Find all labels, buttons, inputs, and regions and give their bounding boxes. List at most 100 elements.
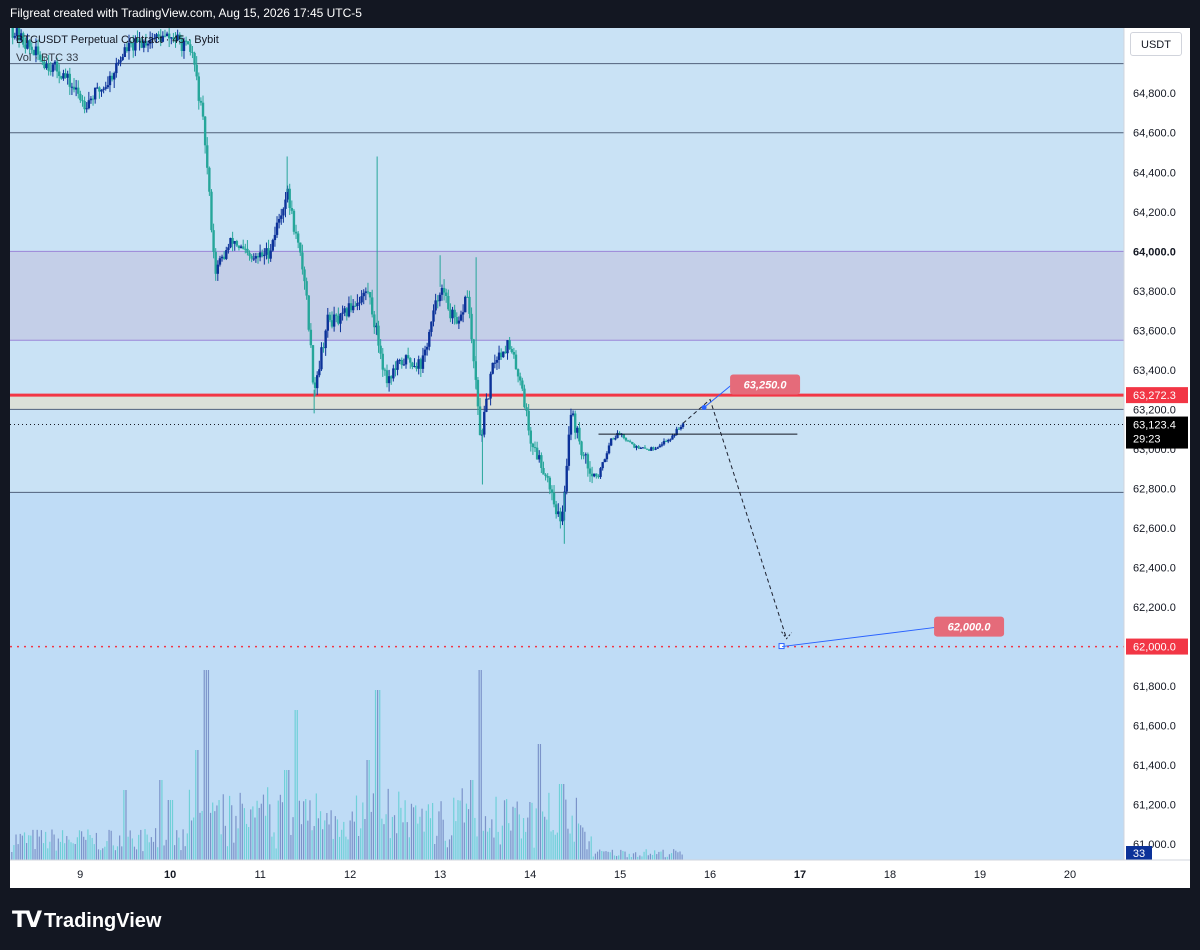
candle-body: [679, 426, 683, 430]
candle-body: [631, 442, 634, 444]
candle-body: [432, 310, 435, 322]
candle-body: [62, 73, 65, 79]
candle-body: [187, 41, 190, 45]
candle-body: [565, 465, 568, 492]
candle-body: [601, 462, 604, 469]
tradingview-logo[interactable]: TV TradingView: [12, 908, 162, 933]
candle-body: [664, 441, 668, 443]
candle-body: [529, 430, 532, 444]
candle-body: [485, 398, 488, 412]
candle-body: [282, 208, 285, 216]
volume-legend[interactable]: Vol · BTC 33: [16, 52, 79, 64]
candle-body: [19, 33, 23, 41]
candle-body: [504, 351, 507, 354]
candle-body: [267, 248, 270, 259]
candle-body: [633, 443, 636, 448]
candle-body: [527, 410, 530, 431]
candle-body: [290, 208, 294, 211]
candle-body: [387, 376, 391, 384]
attribution-text: Filgreat created with TradingView.com, A…: [10, 6, 362, 20]
candle-body: [423, 349, 427, 356]
chart-area[interactable]: 63,250.0 62,000.0 64,800.0 64,600.0 64,400.0…: [10, 28, 1190, 888]
candle-body: [102, 88, 105, 90]
candle-body: [381, 353, 384, 370]
candle-body: [235, 240, 239, 246]
candle-body: [303, 269, 306, 282]
price-tick-label: 62,800.0: [1133, 483, 1176, 495]
candle-body: [218, 258, 222, 265]
countdown-text: 29:23: [1133, 434, 1161, 446]
candle-body: [643, 447, 647, 449]
candle-body: [347, 303, 351, 317]
candle-body: [656, 447, 659, 449]
date-tick-label: 17: [794, 869, 806, 881]
candle-body: [115, 63, 118, 74]
candle-body: [339, 313, 342, 324]
candle-body: [191, 51, 194, 53]
candle-body: [554, 504, 558, 515]
candle-body: [11, 28, 14, 38]
candle-body: [123, 47, 126, 57]
candle-body: [440, 287, 444, 295]
candle-body: [559, 511, 562, 522]
candle-body: [178, 34, 181, 40]
candle-body: [296, 233, 300, 243]
symbol-legend[interactable]: BTCUSDT Perpetual Contract · 45 · Bybit: [16, 34, 219, 46]
candle-body: [43, 61, 46, 69]
candle-body: [493, 362, 497, 364]
candle-body: [461, 312, 465, 315]
candle-body: [673, 434, 676, 436]
candle-body: [286, 188, 289, 200]
candle-body: [87, 100, 91, 109]
price-tick-label: 62,600.0: [1133, 523, 1176, 535]
candle-body: [495, 359, 499, 363]
candle-body: [351, 305, 355, 311]
candle-body: [256, 256, 260, 258]
candle-body: [593, 473, 596, 477]
candle-body: [379, 345, 382, 354]
candle-body: [550, 489, 554, 493]
candle-body: [544, 474, 547, 477]
candle-body: [104, 87, 107, 89]
last-price-text: 63,123.4: [1133, 420, 1176, 432]
candle-body: [586, 454, 590, 469]
currency-button[interactable]: USDT: [1130, 32, 1182, 56]
candle-body: [26, 40, 29, 49]
candle-body: [100, 89, 103, 92]
candle-body: [533, 447, 537, 449]
candle-body: [590, 473, 594, 477]
candle-body: [599, 468, 602, 477]
candle-body: [438, 294, 442, 302]
candle-body: [146, 43, 150, 46]
candle-body: [254, 256, 258, 259]
candle-body: [540, 455, 543, 468]
candle-body: [506, 340, 509, 354]
candle-body: [637, 446, 640, 449]
candle-body: [639, 447, 642, 449]
candle-body: [626, 440, 630, 442]
candle-body: [561, 511, 564, 522]
candle-body: [451, 309, 454, 319]
candle-body: [305, 281, 308, 296]
candle-body: [358, 302, 361, 304]
candle-body: [645, 448, 649, 450]
candle-body: [83, 100, 86, 110]
candle-body: [624, 437, 628, 441]
candle-body: [444, 292, 448, 296]
candle-body: [514, 354, 518, 370]
candle-body: [548, 477, 552, 490]
candle-body: [580, 441, 583, 456]
brand-name: TradingView: [44, 910, 162, 932]
candle-body: [324, 330, 327, 349]
price-tick-label: 64,200.0: [1133, 207, 1176, 219]
price-chart[interactable]: 63,250.0 62,000.0 64,800.0 64,600.0 64,400.0…: [10, 28, 1190, 888]
candle-body: [275, 222, 279, 235]
candle-body: [635, 446, 638, 448]
candle-body: [250, 255, 253, 259]
candle-body: [588, 468, 592, 474]
candle-body: [22, 33, 25, 45]
candle-body: [409, 357, 412, 363]
volume-axis-label-text: 33: [1133, 848, 1145, 860]
candle-body: [248, 252, 251, 256]
candle-body: [318, 369, 321, 376]
